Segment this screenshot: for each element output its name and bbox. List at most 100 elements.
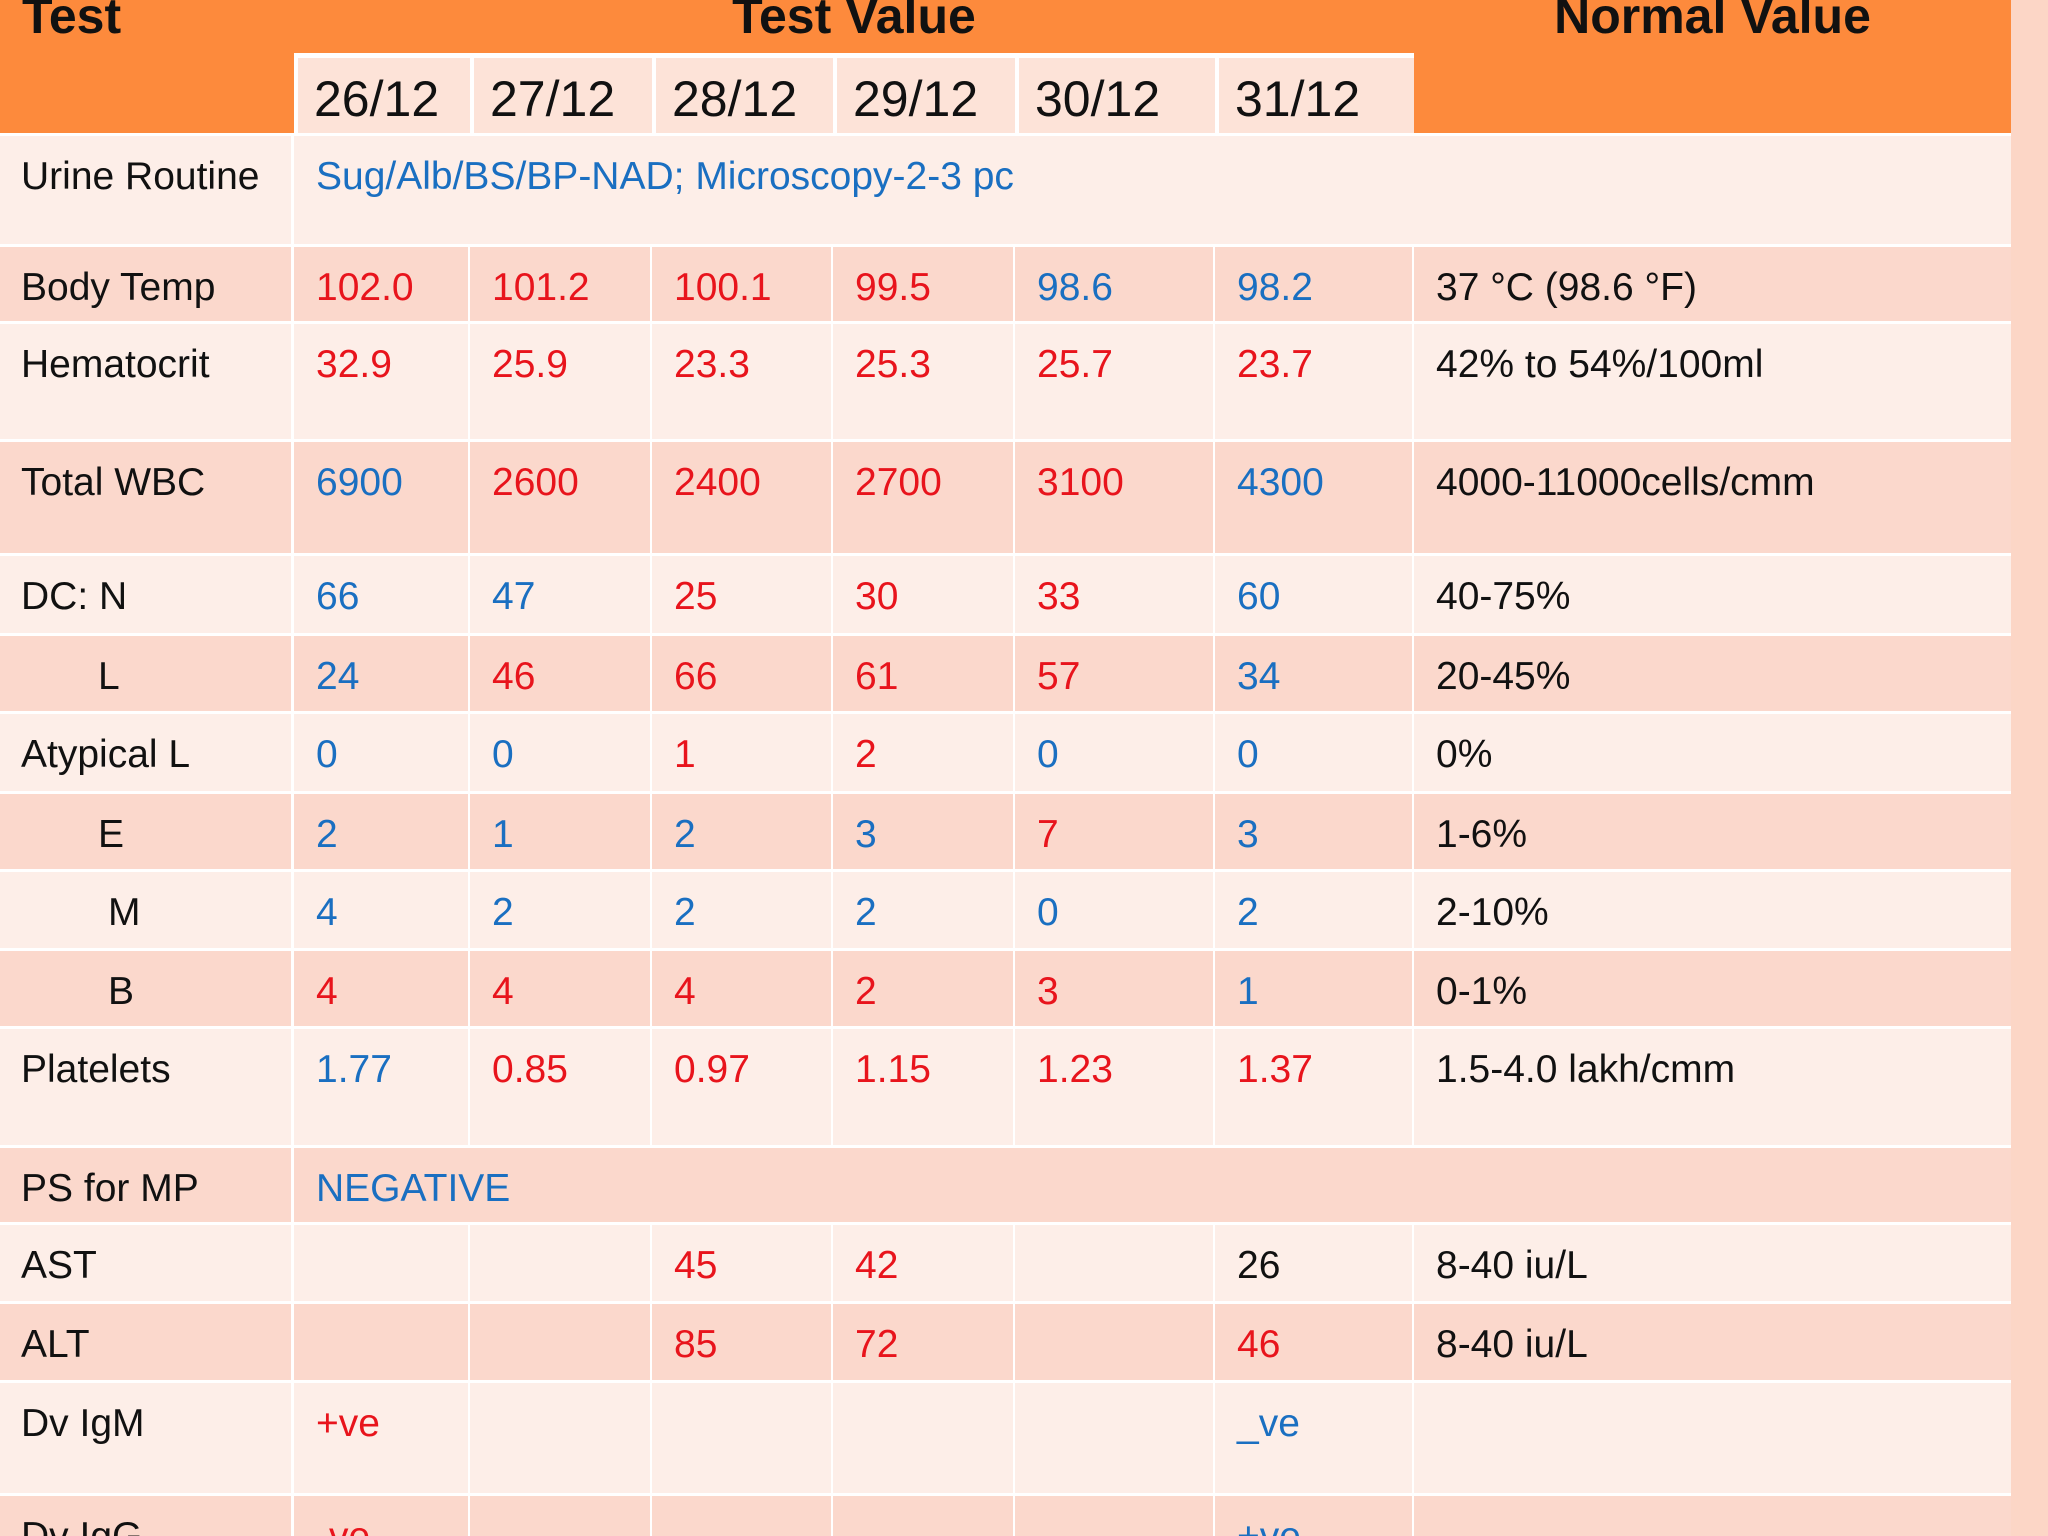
row	[0, 246, 2011, 323]
cell-border	[650, 793, 652, 871]
span-value: Sug/Alb/BS/BP-NAD; Microscopy-2-3 pc	[316, 155, 1014, 198]
cell-border	[468, 793, 470, 871]
row	[0, 871, 2011, 950]
header-normal-value: Normal Value	[1554, 0, 1871, 44]
row-border	[0, 869, 2011, 872]
test-name: Urine Routine	[21, 155, 260, 198]
normal-value: 1-6%	[1436, 813, 1528, 856]
test-value: 46	[492, 655, 536, 698]
test-value: 23.7	[1237, 343, 1313, 386]
cell-border	[1213, 441, 1215, 555]
test-value: 66	[674, 655, 718, 698]
test-value: 25.3	[855, 343, 931, 386]
cell-border	[650, 1382, 652, 1495]
cell-border	[468, 635, 470, 713]
cell-border	[831, 1303, 833, 1382]
test-value: 2400	[674, 461, 761, 504]
cell-border	[1213, 1495, 1215, 1536]
cell-border	[1213, 1224, 1215, 1303]
row-border	[0, 1380, 2011, 1383]
cell-border	[468, 246, 470, 323]
test-value: 1	[1237, 970, 1259, 1013]
cell-border	[650, 246, 652, 323]
test-value: 46	[1237, 1323, 1281, 1366]
test-value: 47	[492, 575, 536, 618]
cell-border	[468, 1224, 470, 1303]
cell-border	[1013, 1382, 1015, 1495]
date: 30/12	[1035, 71, 1161, 127]
cell-border	[1412, 323, 1414, 441]
test-value: 0	[316, 733, 338, 776]
row	[0, 323, 2011, 441]
test-value: 3	[1237, 813, 1259, 856]
row	[0, 1303, 2011, 1382]
cell-border	[291, 1495, 294, 1536]
test-name: Dv IgM	[21, 1402, 145, 1445]
test-value: 0	[1037, 733, 1059, 776]
test-value: 0.97	[674, 1048, 750, 1091]
test-value: 98.2	[1237, 266, 1313, 309]
cell-border	[468, 1303, 470, 1382]
cell-border	[650, 441, 652, 555]
test-name: ALT	[21, 1323, 90, 1366]
row-border	[0, 439, 2011, 442]
test-name: Total WBC	[21, 461, 206, 504]
row	[0, 441, 2011, 555]
cell-border	[1412, 1028, 1414, 1147]
test-value: 6900	[316, 461, 403, 504]
span-value: NEGATIVE	[316, 1167, 511, 1210]
cell-border	[1013, 246, 1015, 323]
cell-border	[468, 950, 470, 1028]
date-cell	[474, 58, 652, 135]
row-border	[0, 321, 2011, 324]
normal-value: 0-1%	[1436, 970, 1528, 1013]
cell-border	[831, 441, 833, 555]
date: 31/12	[1235, 71, 1361, 127]
row-border	[0, 791, 2011, 794]
test-value: _ve	[1237, 1402, 1300, 1445]
cell-border	[1013, 1303, 1015, 1382]
cell-border	[468, 441, 470, 555]
test-value: 2	[1237, 891, 1259, 934]
cell-border	[291, 713, 294, 793]
row	[0, 1147, 2011, 1224]
row	[0, 635, 2011, 713]
test-value: 3100	[1037, 461, 1124, 504]
test-value: 102.0	[316, 266, 414, 309]
test-value: 100.1	[674, 266, 772, 309]
date: 29/12	[853, 71, 979, 127]
test-value: 26	[1237, 1244, 1281, 1287]
cell-border	[1412, 555, 1414, 635]
cell-border	[650, 635, 652, 713]
cell-border	[1213, 950, 1215, 1028]
row	[0, 950, 2011, 1028]
row-border	[0, 1026, 2011, 1029]
test-value: 42	[855, 1244, 899, 1287]
row-border	[0, 948, 2011, 951]
test-value: 33	[1037, 575, 1081, 618]
test-value: 2	[316, 813, 338, 856]
test-value: 0	[492, 733, 514, 776]
cell-border	[468, 1382, 470, 1495]
cell-border	[468, 713, 470, 793]
cell-border	[1013, 441, 1015, 555]
cell-border	[831, 1224, 833, 1303]
test-value: 32.9	[316, 343, 392, 386]
cell-border	[1412, 950, 1414, 1028]
cell-border	[650, 1495, 652, 1536]
cell-border	[1013, 555, 1015, 635]
cell-border	[831, 793, 833, 871]
test-value: 30	[855, 575, 899, 618]
test-value: 99.5	[855, 266, 931, 309]
cell-border	[1213, 1382, 1215, 1495]
cell-border	[291, 323, 294, 441]
cell-border	[1213, 246, 1215, 323]
cell-border	[291, 635, 294, 713]
row	[0, 1224, 2011, 1303]
cell-border	[291, 1382, 294, 1495]
cell-border	[1013, 635, 1015, 713]
header-normal-cell	[1414, 0, 2011, 135]
test-value: 66	[316, 575, 360, 618]
test-value: 85	[674, 1323, 718, 1366]
